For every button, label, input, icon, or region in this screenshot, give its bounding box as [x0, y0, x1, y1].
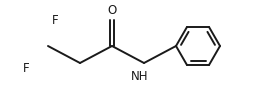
- Text: O: O: [107, 4, 117, 17]
- Text: F: F: [23, 61, 29, 74]
- Text: F: F: [52, 14, 58, 27]
- Text: NH: NH: [131, 69, 149, 82]
